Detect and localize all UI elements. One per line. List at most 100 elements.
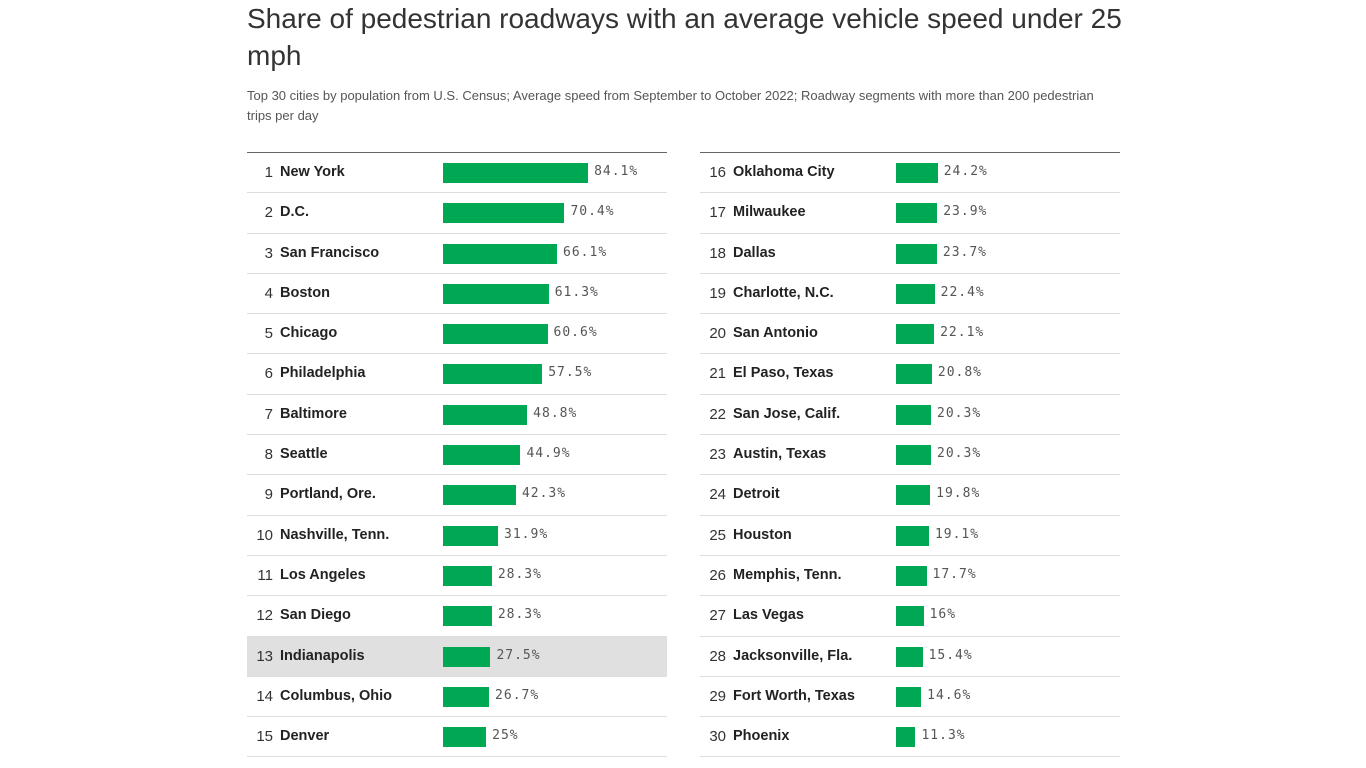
city-label: Jacksonville, Fla. xyxy=(733,647,853,664)
city-label: Denver xyxy=(280,728,330,745)
rank-label: 18 xyxy=(709,244,726,262)
bar xyxy=(443,606,492,627)
bar xyxy=(896,606,924,627)
table-row: 27 Las Vegas 16% xyxy=(700,596,1120,637)
table-row: 29 Fort Worth, Texas 14.6% xyxy=(700,677,1120,718)
bar xyxy=(443,404,528,425)
city-label: Austin, Texas xyxy=(733,446,827,463)
city-label: Fort Worth, Texas xyxy=(733,687,855,704)
table-row: 26 Memphis, Tenn. 17.7% xyxy=(700,556,1120,597)
value-label: 27.5% xyxy=(496,647,541,663)
bar xyxy=(443,525,499,546)
table-row: 28 Jacksonville, Fla. 15.4% xyxy=(700,637,1120,677)
bar xyxy=(443,686,490,707)
value-label: 66.1% xyxy=(563,244,608,260)
table-row: 5 Chicago 60.6% xyxy=(247,314,667,355)
value-label: 19.8% xyxy=(936,486,981,502)
rank-label: 4 xyxy=(264,284,273,302)
bar xyxy=(896,485,931,506)
table-row: 9 Portland, Ore. 42.3% xyxy=(247,475,667,516)
rank-label: 15 xyxy=(256,728,273,746)
city-label: Seattle xyxy=(280,446,328,463)
city-label: Nashville, Tenn. xyxy=(280,526,390,543)
bar xyxy=(896,324,935,345)
table-row: 1 New York 84.1% xyxy=(247,153,667,194)
city-label: Baltimore xyxy=(280,405,347,422)
value-label: 28.3% xyxy=(497,566,542,582)
rank-label: 3 xyxy=(264,244,273,262)
bar xyxy=(896,404,932,425)
rank-label: 24 xyxy=(709,486,726,504)
table-row: 11 Los Angeles 28.3% xyxy=(247,556,667,597)
value-label: 14.6% xyxy=(927,687,972,703)
bar xyxy=(443,243,558,264)
value-label: 42.3% xyxy=(521,486,567,502)
bar xyxy=(896,727,916,748)
bar xyxy=(443,445,521,466)
city-label: Oklahoma City xyxy=(733,164,835,180)
value-label: 44.9% xyxy=(526,446,571,462)
value-label: 28.3% xyxy=(497,607,542,623)
rank-label: 13 xyxy=(256,647,273,665)
table-row: 13 Indianapolis 27.5% xyxy=(247,636,667,677)
city-label: Columbus, Ohio xyxy=(280,687,392,704)
city-label: Philadelphia xyxy=(280,365,366,382)
rank-label: 7 xyxy=(264,405,273,423)
bar xyxy=(443,485,516,506)
city-label: San Jose, Calif. xyxy=(733,405,841,422)
city-label: Memphis, Tenn. xyxy=(733,566,842,583)
rank-label: 12 xyxy=(256,607,273,625)
rank-label: 8 xyxy=(264,446,273,464)
value-label: 60.6% xyxy=(553,325,598,341)
value-label: 57.5% xyxy=(548,365,593,381)
value-label: 25% xyxy=(492,728,519,744)
value-label: 22.4% xyxy=(940,284,985,300)
table-row: 20 San Antonio 22.1% xyxy=(700,314,1120,355)
bar xyxy=(443,203,565,224)
city-label: Dallas xyxy=(733,244,776,261)
table-row: 23 Austin, Texas 20.3% xyxy=(700,435,1120,476)
value-label: 48.8% xyxy=(533,405,578,421)
bar xyxy=(896,203,938,224)
value-label: 20.8% xyxy=(937,365,983,381)
rank-label: 17 xyxy=(709,204,726,222)
bar xyxy=(896,525,929,546)
value-label: 20.3% xyxy=(937,405,982,421)
table-row: 24 Detroit 19.8% xyxy=(700,475,1120,516)
value-label: 23.9% xyxy=(943,204,988,220)
city-label: Charlotte, N.C. xyxy=(733,284,834,301)
table-row: 12 San Diego 28.3% xyxy=(247,596,667,637)
rank-label: 27 xyxy=(709,607,726,625)
city-label: Portland, Ore. xyxy=(280,486,376,503)
city-label: Los Angeles xyxy=(280,566,366,583)
bar xyxy=(896,646,923,667)
value-label: 17.7% xyxy=(932,566,977,582)
value-label: 31.9% xyxy=(504,526,549,542)
value-label: 16% xyxy=(929,607,957,623)
value-label: 19.1% xyxy=(934,526,980,542)
rank-label: 1 xyxy=(264,164,273,181)
bar xyxy=(896,686,922,707)
bar xyxy=(443,565,492,586)
rank-label: 26 xyxy=(709,566,726,584)
value-label: 26.7% xyxy=(495,687,540,703)
city-label: Detroit xyxy=(733,486,780,503)
city-label: San Antonio xyxy=(733,325,818,342)
value-label: 20.3% xyxy=(937,446,982,462)
rank-label: 19 xyxy=(709,284,726,302)
table-row: 3 San Francisco 66.1% xyxy=(247,234,667,274)
rank-label: 5 xyxy=(264,325,273,343)
rank-label: 20 xyxy=(709,325,726,343)
value-label: 11.3% xyxy=(921,728,966,744)
table-row: 16 Oklahoma City 24.2% xyxy=(700,153,1120,194)
bar xyxy=(896,565,927,586)
rank-label: 22 xyxy=(709,405,726,423)
bar xyxy=(443,324,548,345)
city-label: Houston xyxy=(733,526,792,543)
city-label: San Diego xyxy=(280,607,351,624)
rank-label: 28 xyxy=(709,647,726,665)
rank-label: 16 xyxy=(709,164,726,181)
bar xyxy=(896,364,932,385)
table-row: 14 Columbus, Ohio 26.7% xyxy=(247,677,667,718)
bar xyxy=(896,445,932,466)
